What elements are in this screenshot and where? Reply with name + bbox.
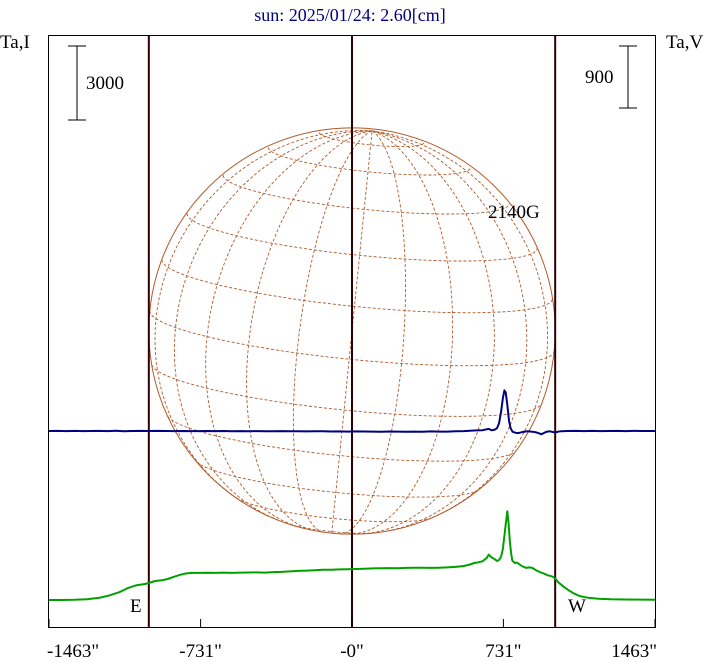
east-label: E [130,596,142,617]
x-tick-label: 1463" [611,641,657,662]
right-axis-label: Ta,V [666,32,703,53]
left-axis-label: Ta,I [0,32,30,53]
latitude-line [186,213,538,262]
west-label: W [568,596,586,617]
longitude-line [372,130,528,532]
longitude-line [372,130,549,519]
stokes-I-line [49,510,656,601]
longitude-line [173,130,373,521]
longitude-line [246,130,373,531]
x-tick-label: -0" [340,641,364,662]
latitude-line [267,147,471,176]
longitude-line [331,130,373,534]
latitude-line [167,415,517,462]
stokes-V-line [48,389,655,436]
left-scale-bar [68,45,86,121]
x-tick-label: -731" [179,641,222,662]
solar-disk-grid [148,127,556,535]
chart-title: sun: 2025/01/24: 2.60[cm] [254,5,446,25]
longitude-line [352,130,454,535]
latitude-line [222,175,510,215]
vertical-markers [147,36,557,627]
longitude-line [339,130,406,535]
x-tick-label: 731" [485,641,521,662]
latitude-line [151,364,543,417]
latitude-line [195,461,479,498]
field-strength-annotation: 2140G [488,202,540,223]
x-axis-ticks: -1463" -731" -0" 731" 1463" [47,619,657,662]
longitude-line [205,130,373,529]
left-scale-bar-label: 3000 [86,73,124,94]
plot-frame [48,35,656,628]
series-layer [48,389,656,601]
longitude-line [154,130,373,499]
latitude-line [149,310,555,367]
right-scale-bar [619,45,637,109]
longitude-line [292,130,373,533]
latitude-line [161,259,553,314]
right-scale-bar-label: 900 [585,67,614,88]
x-tick-label: -1463" [47,641,99,662]
latitude-line [236,497,433,523]
longitude-line [361,130,495,535]
